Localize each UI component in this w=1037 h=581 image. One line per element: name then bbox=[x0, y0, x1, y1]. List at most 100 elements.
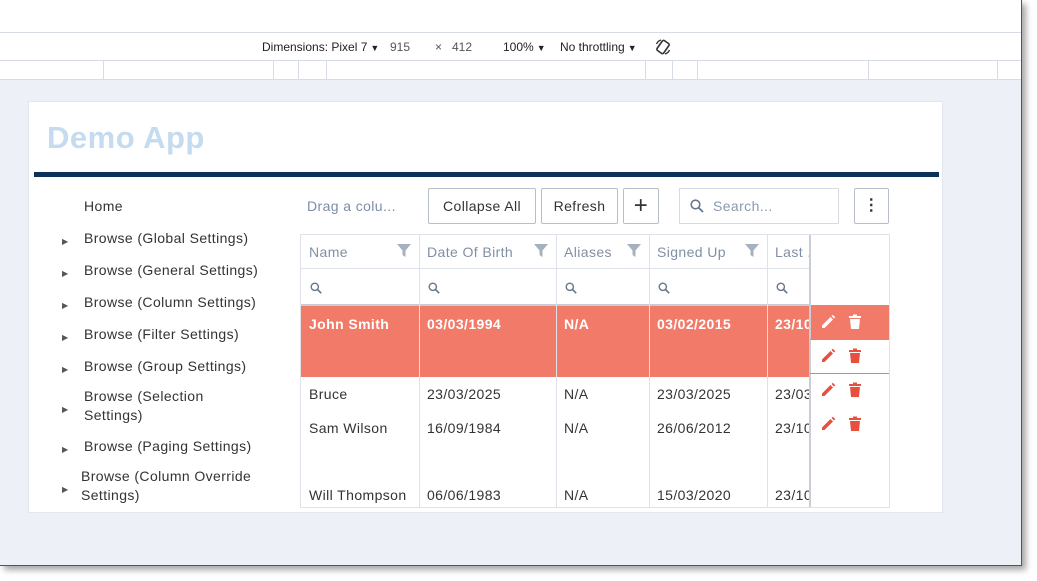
caret-down-icon: ▼ bbox=[370, 43, 380, 53]
zoom-dropdown[interactable]: 100% ▼ bbox=[503, 40, 546, 54]
caret-right-icon: ▶ bbox=[62, 365, 69, 374]
cell-dob[interactable]: 23/03/2025 bbox=[427, 386, 502, 402]
cell-name[interactable]: Bruce bbox=[309, 386, 348, 402]
search-icon bbox=[690, 199, 704, 213]
search-icon[interactable] bbox=[428, 282, 440, 294]
title-divider bbox=[34, 172, 939, 177]
search-icon[interactable] bbox=[658, 282, 670, 294]
throttling-dropdown[interactable]: No throttling ▼ bbox=[560, 40, 637, 54]
width-input[interactable]: 915 bbox=[390, 40, 411, 54]
nav-item-label: Browse (Paging Settings) bbox=[84, 438, 252, 454]
caret-right-icon: ▶ bbox=[62, 445, 69, 454]
edit-icon[interactable] bbox=[820, 348, 836, 364]
column-divider bbox=[649, 235, 650, 507]
devtools-top-strip bbox=[0, 0, 1021, 33]
media-query-ruler bbox=[0, 61, 1021, 80]
data-grid: Name Date Of Birth Aliases Signed Up Las… bbox=[300, 234, 890, 508]
cell-last[interactable]: 23/10 bbox=[775, 420, 809, 436]
filter-icon[interactable] bbox=[397, 244, 411, 258]
nav-item-label: Settings) bbox=[81, 487, 140, 503]
caret-right-icon: ▶ bbox=[62, 333, 69, 342]
cell-signed-up[interactable]: 26/06/2012 bbox=[657, 420, 732, 436]
height-input[interactable]: 412 bbox=[452, 40, 473, 54]
nav-item-label: Browse (General Settings) bbox=[84, 262, 259, 278]
column-divider bbox=[419, 235, 420, 507]
caret-right-icon: ▶ bbox=[62, 485, 69, 494]
edit-icon[interactable] bbox=[820, 382, 836, 398]
nav-item-label: Browse (Selection bbox=[84, 388, 204, 404]
column-divider bbox=[767, 235, 768, 507]
throttling-label: No throttling bbox=[560, 40, 625, 54]
collapse-all-button[interactable]: Collapse All bbox=[428, 188, 536, 224]
column-header-label: Name bbox=[309, 244, 348, 260]
search-icon[interactable] bbox=[776, 282, 788, 294]
dimensions-label: Dimensions: Pixel 7 bbox=[262, 40, 368, 54]
refresh-button[interactable]: Refresh bbox=[541, 188, 618, 224]
divider bbox=[301, 268, 810, 269]
cell-signed-up[interactable]: 23/03/2025 bbox=[657, 386, 732, 402]
cell-aliases[interactable]: N/A bbox=[564, 386, 589, 402]
column-header-label: Aliases bbox=[564, 244, 612, 260]
app-viewport: Demo App Home ▶ Browse (Global Settings)… bbox=[28, 101, 943, 513]
caret-right-icon: ▶ bbox=[62, 237, 69, 246]
cell-last[interactable]: 23/10 bbox=[775, 316, 809, 332]
add-button[interactable]: + bbox=[623, 188, 659, 224]
cell-name[interactable]: John Smith bbox=[309, 316, 390, 332]
more-options-button[interactable]: ⋮ bbox=[854, 188, 889, 224]
caret-right-icon: ▶ bbox=[62, 269, 69, 278]
cell-signed-up[interactable]: 03/02/2015 bbox=[657, 316, 732, 332]
cell-dob[interactable]: 06/06/1983 bbox=[427, 487, 502, 503]
nav-item-label: Home bbox=[84, 198, 123, 214]
filter-icon[interactable] bbox=[745, 244, 759, 258]
column-header-label: Signed Up bbox=[657, 244, 726, 260]
zoom-label: 100% bbox=[503, 40, 534, 54]
device-toolbar: Dimensions: Pixel 7 ▼ 915 × 412 100% ▼ No … bbox=[0, 33, 1021, 61]
cell-aliases[interactable]: N/A bbox=[564, 420, 589, 436]
cell-aliases[interactable]: N/A bbox=[564, 487, 589, 503]
filter-icon[interactable] bbox=[627, 244, 641, 258]
app-title: Demo App bbox=[47, 120, 205, 155]
search-icon[interactable] bbox=[310, 282, 322, 294]
delete-icon[interactable] bbox=[847, 314, 863, 330]
cell-last[interactable]: 23/10 bbox=[775, 487, 809, 503]
column-header-aliases[interactable]: Aliases bbox=[556, 235, 649, 269]
delete-icon[interactable] bbox=[847, 348, 863, 364]
column-header-signed-up[interactable]: Signed Up bbox=[649, 235, 767, 269]
selected-row-actions-highlight bbox=[810, 305, 889, 339]
search-input[interactable] bbox=[713, 198, 833, 214]
cell-name[interactable]: Sam Wilson bbox=[309, 420, 388, 436]
nav-item-label: Browse (Column Settings) bbox=[84, 294, 257, 310]
filter-icon[interactable] bbox=[534, 244, 548, 258]
delete-icon[interactable] bbox=[847, 382, 863, 398]
nav-item-label: Settings) bbox=[84, 407, 143, 423]
cell-name[interactable]: Will Thompson bbox=[309, 487, 407, 503]
caret-right-icon: ▶ bbox=[62, 405, 69, 414]
search-icon[interactable] bbox=[565, 282, 577, 294]
cell-signed-up[interactable]: 15/03/2020 bbox=[657, 487, 732, 503]
divider bbox=[810, 339, 889, 340]
edit-icon[interactable] bbox=[820, 416, 836, 432]
group-drop-area[interactable]: Drag a colu... bbox=[307, 198, 396, 214]
divider bbox=[810, 373, 889, 374]
delete-icon[interactable] bbox=[847, 416, 863, 432]
column-header-dob[interactable]: Date Of Birth bbox=[419, 235, 556, 269]
nav-item-label: Browse (Global Settings) bbox=[84, 230, 249, 246]
nav-item-label: Browse (Group Settings) bbox=[84, 358, 247, 374]
times-icon: × bbox=[435, 40, 443, 54]
column-header-label: Last ... bbox=[775, 244, 810, 260]
caret-down-icon: ▼ bbox=[536, 43, 546, 53]
browser-window: Dimensions: Pixel 7 ▼ 915 × 412 100% ▼ No … bbox=[0, 0, 1022, 566]
cell-dob[interactable]: 16/09/1984 bbox=[427, 420, 502, 436]
cell-dob[interactable]: 03/03/1994 bbox=[427, 316, 502, 332]
dimensions-dropdown[interactable]: Dimensions: Pixel 7 ▼ bbox=[262, 40, 379, 54]
nav-item-label: Browse (Filter Settings) bbox=[84, 326, 240, 342]
rotate-icon[interactable] bbox=[654, 38, 672, 56]
column-header-name[interactable]: Name bbox=[301, 235, 419, 269]
cell-last[interactable]: 23/03 bbox=[775, 386, 809, 402]
column-header-last[interactable]: Last ... bbox=[767, 235, 810, 269]
cell-aliases[interactable]: N/A bbox=[564, 316, 590, 332]
caret-down-icon: ▼ bbox=[627, 43, 637, 53]
edit-icon[interactable] bbox=[820, 314, 836, 330]
divider bbox=[301, 304, 810, 306]
nav-item-label: Browse (Column Override bbox=[81, 468, 252, 484]
